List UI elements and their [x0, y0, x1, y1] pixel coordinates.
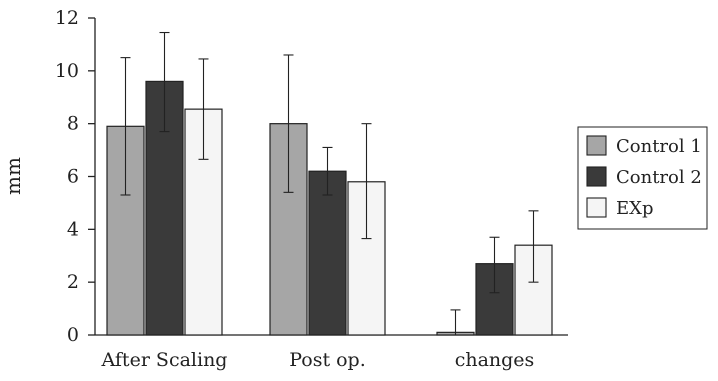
y-tick-label: 6 [67, 166, 79, 188]
legend-swatch [586, 135, 607, 156]
y-tick-label: 4 [67, 218, 79, 240]
y-tick-label: 8 [67, 113, 79, 135]
y-tick-label: 12 [55, 7, 79, 29]
category-label: After Scaling [101, 349, 228, 371]
category-label: Post op. [289, 349, 366, 371]
category-label: changes [455, 349, 535, 371]
y-tick-label: 0 [67, 324, 79, 346]
legend-swatch [586, 166, 607, 187]
category-labels: After Scaling Post op. changes [101, 349, 535, 371]
legend-swatch [586, 197, 607, 218]
legend-label: Control 1 [616, 136, 702, 157]
y-tick-label: 10 [55, 60, 79, 82]
y-tick-label: 2 [67, 271, 79, 293]
bars [106, 80, 553, 336]
y-ticks: 0 2 4 6 8 10 12 [55, 7, 95, 346]
error-bars [120, 31, 539, 335]
bar [308, 170, 347, 336]
legend-label: EXp [616, 198, 653, 219]
legend: Control 1 Control 2 EXp [577, 126, 708, 230]
y-axis-title: mm [1, 157, 25, 195]
legend-label: Control 2 [616, 167, 702, 188]
